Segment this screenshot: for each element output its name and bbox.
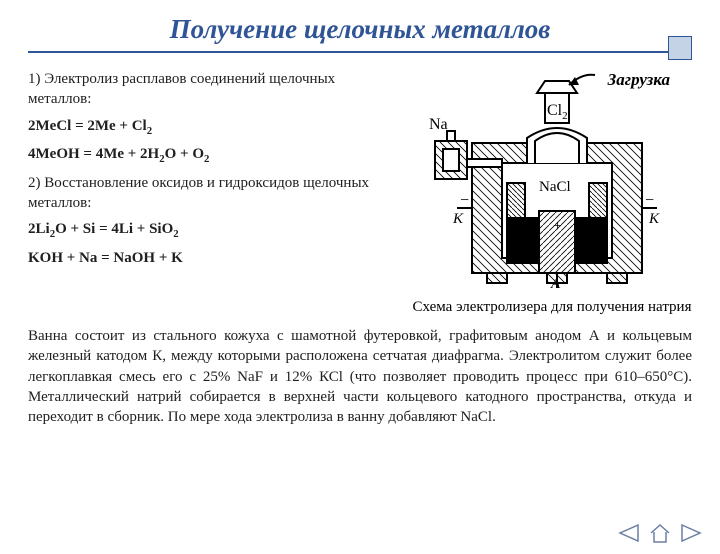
p1: 1) Электролиз расплавов соединений щелоч… — [28, 69, 398, 110]
p2: 2) Восстановление оксидов и гидроксидов … — [28, 173, 398, 214]
plus-sign: + — [553, 218, 562, 235]
title-rule — [28, 51, 692, 53]
diagram-caption: Схема электролизера для получения натрия — [413, 299, 692, 316]
load-label: Загрузка — [608, 70, 670, 90]
nav-home-icon[interactable] — [648, 522, 672, 544]
eq2: 4MeOH = 4Me + 2H2O + O2 — [28, 144, 398, 167]
minus-left: − — [460, 192, 469, 209]
na-label: Na — [429, 116, 448, 133]
title-square-decor — [668, 36, 692, 60]
body-paragraph: Ванна состоит из стального кожуха с шамо… — [28, 326, 692, 427]
nav-prev-icon[interactable] — [616, 523, 640, 543]
text-left: 1) Электролиз расплавов соединений щелоч… — [28, 63, 398, 316]
k-right: К — [648, 211, 660, 227]
eq3: 2Li2O + Si = 4Li + SiO2 — [28, 219, 398, 242]
nacl-label: NaCl — [539, 179, 571, 195]
anode-label: А — [550, 276, 561, 292]
eq1: 2MeCl = 2Me + Cl2 — [28, 116, 398, 139]
page-title: Получение щелочных металлов — [0, 14, 720, 45]
k-left: К — [452, 211, 464, 227]
electrolyzer-diagram: Na Cl2 NaCl К К А + − − — [417, 63, 687, 293]
nav-next-icon[interactable] — [680, 523, 704, 543]
minus-right: − — [645, 192, 654, 209]
eq4: KOH + Na = NaOH + K — [28, 248, 398, 268]
